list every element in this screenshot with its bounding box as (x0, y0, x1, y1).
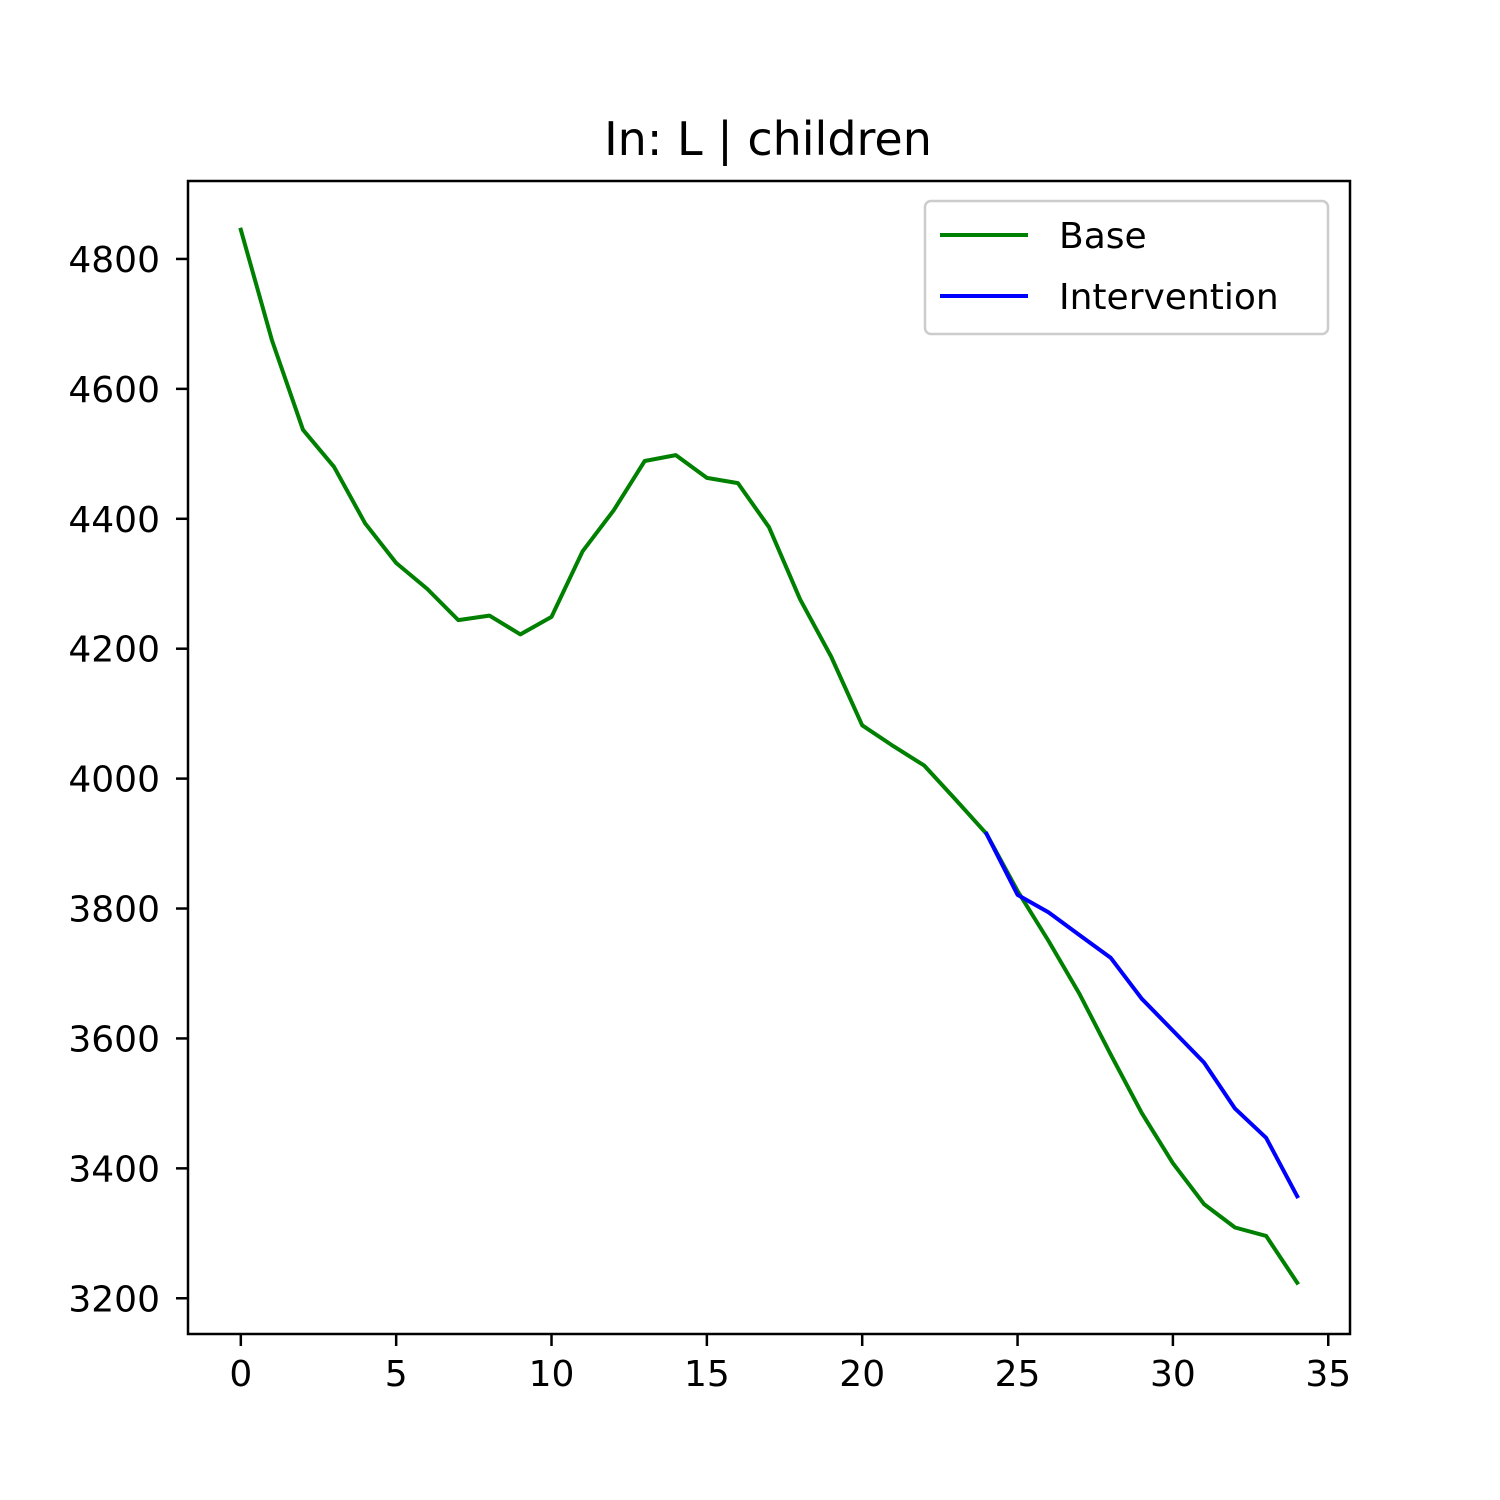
chart-title: In: L | children (604, 112, 932, 167)
y-tick-label: 3400 (68, 1149, 160, 1190)
series-line-intervention (983, 831, 1300, 1200)
plot-area (238, 227, 1300, 1286)
series-line-base (238, 227, 1300, 1286)
y-tick-label: 4800 (68, 240, 160, 281)
legend-label-intervention: Intervention (1059, 277, 1279, 318)
legend: Base Intervention (923, 199, 1330, 336)
axes: 0 5 10 15 20 25 30 35 3200 3400 3600 3800 4000 4200 44… (68, 179, 1352, 1395)
x-tick-label: 30 (1150, 1354, 1196, 1395)
x-tick-label: 10 (529, 1354, 575, 1395)
y-tick-label: 4200 (68, 630, 160, 671)
y-tick-label: 3800 (68, 890, 160, 931)
y-tick-label: 3600 (68, 1019, 160, 1060)
x-tick-label: 15 (684, 1354, 730, 1395)
x-tick-label: 25 (995, 1354, 1041, 1395)
x-tick-label: 0 (229, 1354, 252, 1395)
legend-label-base: Base (1059, 216, 1147, 257)
y-tick-label: 3200 (68, 1279, 160, 1320)
x-tick-label: 5 (385, 1354, 408, 1395)
y-tick-label: 4600 (68, 370, 160, 411)
x-tick-label: 20 (839, 1354, 885, 1395)
y-tick-label: 4000 (68, 760, 160, 801)
y-tick-label: 4400 (68, 500, 160, 541)
axes-frame (186, 179, 1352, 1336)
x-tick-label: 35 (1305, 1354, 1351, 1395)
